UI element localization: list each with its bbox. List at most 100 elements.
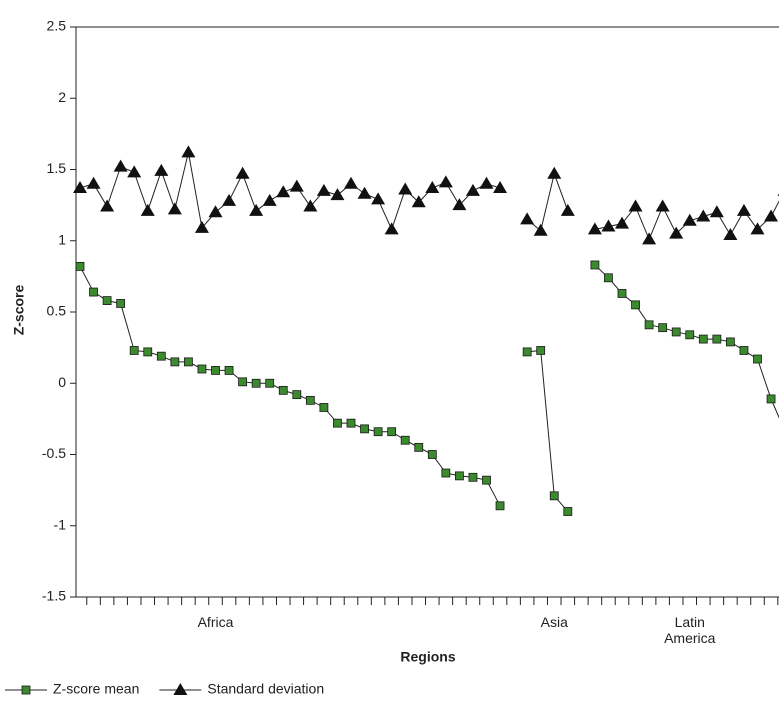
point xyxy=(154,163,169,176)
legend-label: Z-score mean xyxy=(53,681,139,697)
point xyxy=(465,183,480,196)
point xyxy=(292,390,302,400)
point xyxy=(452,198,467,211)
y-tick-label: 0 xyxy=(58,374,66,390)
point xyxy=(316,183,331,196)
point xyxy=(89,287,98,297)
point xyxy=(222,193,237,206)
point xyxy=(617,289,627,298)
point xyxy=(86,176,101,189)
point xyxy=(479,176,494,189)
point xyxy=(644,320,654,330)
point xyxy=(766,394,776,404)
point xyxy=(346,418,356,428)
point xyxy=(655,199,670,212)
point xyxy=(563,507,573,516)
point xyxy=(590,260,600,270)
point xyxy=(373,427,383,437)
point xyxy=(441,468,451,478)
x-tick-label: Asia xyxy=(540,614,568,630)
point xyxy=(384,222,399,235)
point xyxy=(262,193,277,206)
x-tick-label: Latin America xyxy=(664,614,716,646)
point xyxy=(249,203,264,216)
point xyxy=(181,145,196,158)
point xyxy=(235,166,250,179)
point xyxy=(493,181,508,194)
point xyxy=(167,202,182,215)
point xyxy=(143,347,153,357)
point xyxy=(208,205,223,218)
point xyxy=(333,418,342,428)
x-tick-label: Africa xyxy=(197,614,234,630)
point xyxy=(454,471,464,481)
point xyxy=(682,213,697,226)
point xyxy=(100,199,115,212)
point xyxy=(344,176,358,189)
point xyxy=(671,327,681,337)
y-tick-label: -0.5 xyxy=(42,445,66,461)
point xyxy=(265,378,275,388)
legend-marker xyxy=(173,683,188,695)
point xyxy=(276,185,291,198)
point xyxy=(371,192,386,205)
point xyxy=(251,378,261,388)
point xyxy=(547,166,562,179)
y-tick-label: 2.5 xyxy=(47,18,67,34)
point xyxy=(183,357,193,367)
point xyxy=(319,403,329,412)
y-tick-label: 2 xyxy=(58,89,66,105)
point xyxy=(278,385,288,395)
point xyxy=(628,199,643,212)
point xyxy=(411,195,426,208)
point xyxy=(102,296,112,306)
point xyxy=(669,226,684,239)
point xyxy=(726,337,735,347)
point xyxy=(764,209,779,222)
point xyxy=(113,159,128,172)
point xyxy=(140,203,155,216)
point xyxy=(615,216,629,229)
point xyxy=(739,346,749,355)
point xyxy=(750,222,765,235)
point xyxy=(642,232,657,245)
point xyxy=(549,491,559,501)
point xyxy=(197,364,207,374)
point xyxy=(427,450,437,459)
point xyxy=(75,261,85,271)
series-line xyxy=(79,152,779,241)
point xyxy=(127,165,142,178)
point xyxy=(303,199,318,212)
point xyxy=(238,377,248,387)
point xyxy=(387,427,397,437)
x-axis-title: Regions xyxy=(400,649,455,665)
point xyxy=(357,186,372,199)
point xyxy=(753,354,762,364)
point xyxy=(536,346,546,355)
point xyxy=(73,181,87,194)
point xyxy=(398,182,413,195)
point xyxy=(305,395,315,405)
point xyxy=(194,220,209,233)
point xyxy=(709,205,724,218)
point xyxy=(520,212,535,225)
point xyxy=(330,188,345,201)
point xyxy=(170,357,180,367)
point xyxy=(696,209,711,222)
point xyxy=(224,366,234,375)
y-axis-title: Z-score xyxy=(11,285,27,336)
point xyxy=(658,323,668,333)
legend-marker xyxy=(21,685,31,695)
point xyxy=(156,351,166,361)
y-tick-label: 0.5 xyxy=(47,303,67,319)
point xyxy=(129,346,139,355)
y-tick-label: 1 xyxy=(58,231,66,247)
y-tick-label: -1.5 xyxy=(42,588,66,604)
point xyxy=(560,203,575,216)
point xyxy=(631,300,640,310)
point xyxy=(468,472,478,482)
point xyxy=(289,179,304,192)
point xyxy=(712,334,722,344)
